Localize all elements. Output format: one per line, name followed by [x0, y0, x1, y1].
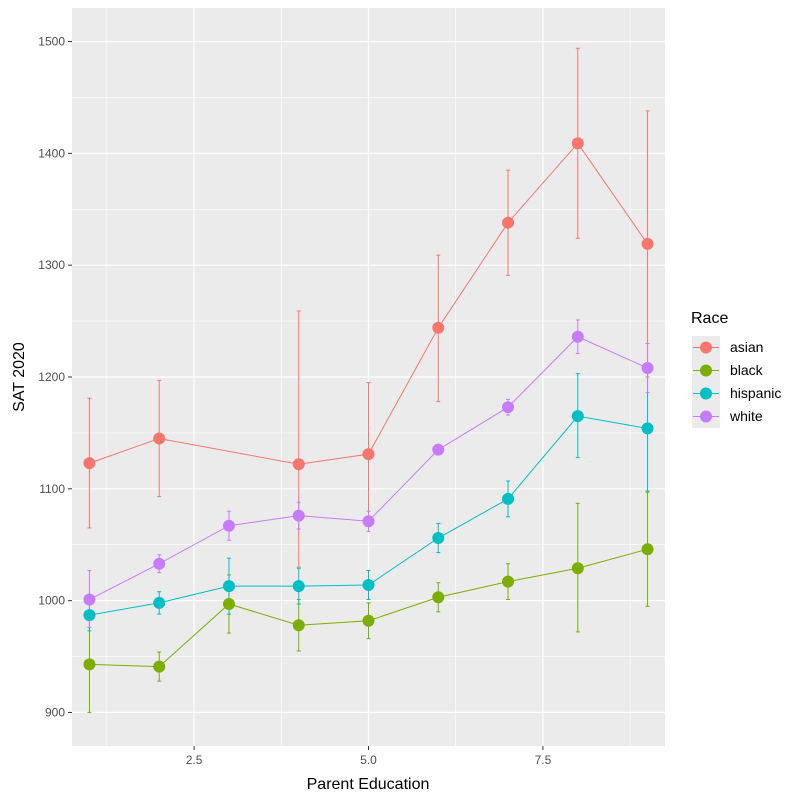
point-asian — [292, 458, 305, 471]
y-axis: 900 1000 1100 1200 1300 1400 1500 — [38, 35, 72, 719]
point-hispanic — [571, 410, 584, 423]
legend-label-hispanic: hispanic — [730, 385, 781, 401]
y-tick-label: 1300 — [38, 258, 65, 272]
point-black — [571, 562, 584, 575]
point-hispanic — [222, 580, 235, 593]
legend-key-point — [700, 410, 712, 423]
point-white — [292, 509, 305, 522]
y-tick-label: 1100 — [39, 482, 65, 496]
point-asian — [83, 457, 96, 470]
point-black — [83, 658, 96, 671]
legend-label-asian: asian — [730, 339, 763, 355]
x-tick-label: 2.5 — [186, 753, 203, 767]
point-black — [222, 597, 235, 610]
point-hispanic — [432, 532, 445, 545]
legend-key-point — [700, 387, 712, 400]
y-tick-label: 1200 — [38, 370, 65, 384]
point-white — [222, 519, 235, 532]
point-white — [641, 362, 654, 375]
y-axis-title: SAT 2020 — [11, 342, 28, 412]
point-asian — [432, 321, 445, 334]
point-white — [502, 401, 515, 414]
legend-key-point — [700, 364, 712, 377]
legend-key-point — [700, 341, 712, 354]
point-white — [153, 557, 166, 570]
point-black — [502, 575, 515, 588]
x-axis: 2.5 5.0 7.5 — [186, 746, 552, 767]
point-hispanic — [502, 492, 515, 505]
point-black — [153, 660, 166, 673]
point-asian — [571, 137, 584, 150]
point-white — [571, 330, 584, 343]
legend-label-white: white — [729, 408, 763, 424]
point-black — [292, 619, 305, 632]
y-tick-label: 1000 — [38, 594, 65, 608]
point-asian — [362, 448, 375, 461]
legend-label-black: black — [730, 362, 764, 378]
point-white — [432, 443, 445, 456]
point-asian — [641, 237, 654, 250]
point-black — [362, 614, 375, 627]
point-asian — [502, 216, 515, 229]
x-tick-label: 7.5 — [535, 753, 552, 767]
point-hispanic — [641, 422, 654, 435]
point-black — [432, 591, 445, 604]
line-asian — [89, 142, 648, 465]
y-tick-label: 900 — [45, 705, 65, 719]
legend: Race asian black hispanic white — [691, 310, 781, 428]
point-black — [641, 543, 654, 556]
series-points — [83, 137, 654, 673]
point-white — [83, 593, 96, 606]
point-hispanic — [362, 578, 375, 591]
point-white — [362, 515, 375, 528]
y-tick-label: 1400 — [38, 146, 65, 160]
x-tick-label: 5.0 — [360, 753, 377, 767]
point-hispanic — [83, 609, 96, 622]
point-hispanic — [153, 596, 166, 609]
point-hispanic — [292, 580, 305, 593]
x-axis-title: Parent Education — [307, 776, 430, 793]
legend-title: Race — [691, 310, 728, 327]
point-asian — [153, 432, 166, 445]
y-tick-label: 1500 — [38, 35, 65, 49]
